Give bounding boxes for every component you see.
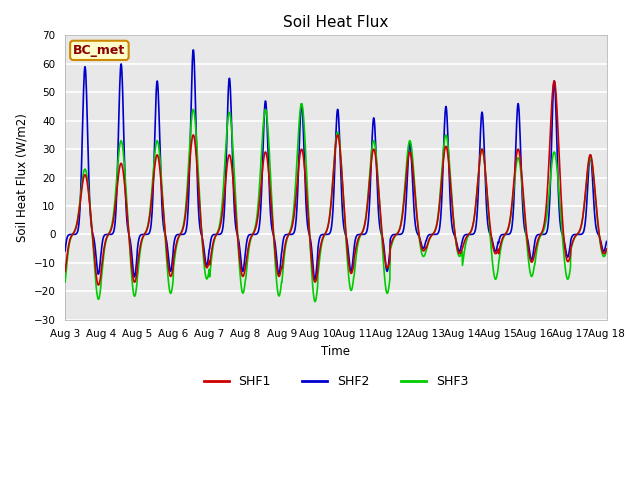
SHF1	[182, 208, 190, 214]
SHF1	[603, 246, 611, 252]
SHF3	[603, 248, 611, 254]
SHF2	[189, 47, 197, 53]
SHF1	[61, 269, 69, 275]
Text: BC_met: BC_met	[73, 44, 125, 57]
Line: SHF1: SHF1	[65, 81, 607, 285]
SHF3	[61, 279, 69, 285]
SHF2	[603, 239, 611, 244]
SHF3	[243, 272, 250, 277]
SHF2	[182, 229, 189, 235]
SHF3	[168, 284, 176, 289]
Line: SHF2: SHF2	[65, 50, 607, 280]
Legend: SHF1, SHF2, SHF3: SHF1, SHF2, SHF3	[198, 370, 473, 393]
SHF2	[492, 249, 499, 254]
SHF3	[182, 206, 189, 212]
SHF2	[168, 257, 176, 263]
SHF3	[539, 229, 547, 235]
Y-axis label: Soil Heat Flux (W/m2): Soil Heat Flux (W/m2)	[15, 113, 28, 242]
SHF1	[243, 256, 250, 262]
SHF3	[492, 276, 499, 282]
SHF1	[420, 248, 428, 253]
SHF2	[311, 277, 319, 283]
SHF1	[539, 228, 547, 233]
SHF1	[491, 250, 499, 256]
SHF2	[539, 231, 547, 237]
SHF2	[420, 243, 428, 249]
SHF3	[311, 299, 319, 304]
SHF3	[298, 101, 305, 107]
X-axis label: Time: Time	[321, 345, 350, 358]
Title: Soil Heat Flux: Soil Heat Flux	[283, 15, 388, 30]
SHF1	[550, 78, 558, 84]
SHF2	[243, 240, 250, 246]
SHF2	[61, 248, 69, 254]
SHF3	[420, 252, 428, 258]
Line: SHF3: SHF3	[65, 104, 607, 301]
SHF1	[95, 282, 102, 288]
SHF1	[169, 267, 177, 273]
